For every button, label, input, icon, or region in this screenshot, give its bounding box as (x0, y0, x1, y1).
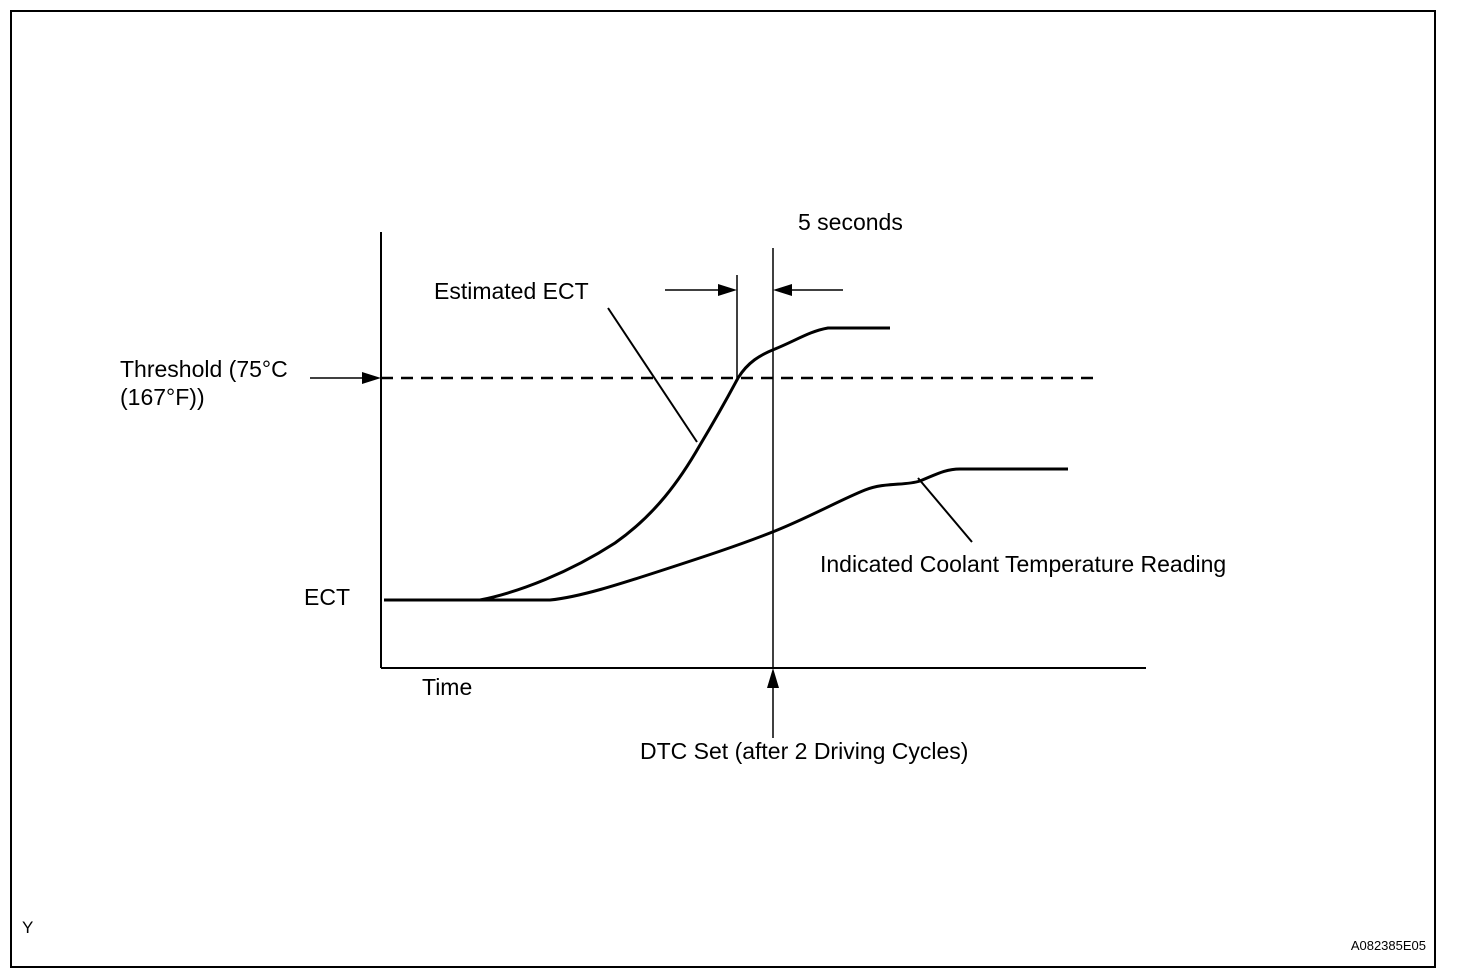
indicated-reading-label: Indicated Coolant Temperature Reading (820, 551, 1226, 577)
dtc-set-label: DTC Set (after 2 Driving Cycles) (640, 738, 968, 764)
time-axis-label: Time (422, 674, 472, 700)
dimension-arrow-right-head (773, 284, 792, 296)
dtc-arrow-head (767, 668, 779, 688)
estimated-ect-curve (384, 326, 890, 602)
threshold-label-line2: (167°F)) (120, 384, 205, 410)
estimated-ect-leader (607, 307, 698, 443)
threshold-arrow-head (362, 372, 381, 384)
threshold-label-line1: Threshold (75°C (120, 356, 288, 382)
figure-id: A082385E05 (1351, 938, 1426, 953)
five-seconds-label: 5 seconds (798, 209, 903, 235)
estimated-ect-label: Estimated ECT (434, 278, 589, 304)
figure-frame (10, 10, 1436, 968)
corner-code: Y (22, 918, 33, 937)
ect-axis-label: ECT (304, 584, 350, 610)
dimension-arrow-left-head (718, 284, 737, 296)
indicated-reading-leader (917, 477, 973, 543)
